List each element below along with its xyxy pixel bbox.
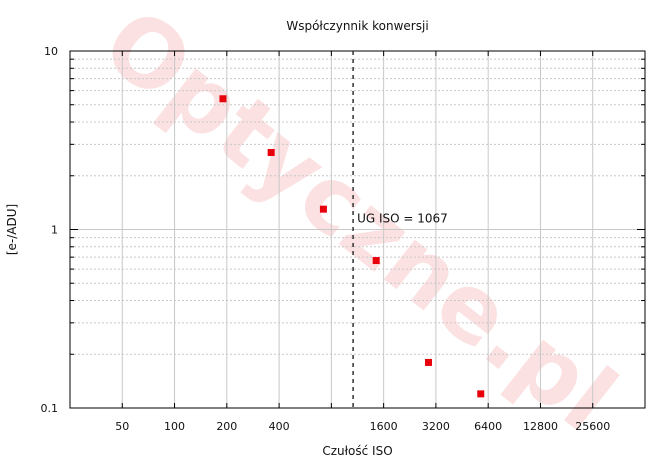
y-tick-label: 1	[51, 224, 58, 237]
data-point	[319, 205, 327, 213]
grid	[70, 51, 645, 408]
annotations: UG ISO = 1067	[352, 51, 448, 408]
data-point	[372, 257, 380, 265]
x-tick-label: 100	[164, 420, 185, 433]
x-tick-label: 25600	[575, 420, 610, 433]
data-point	[267, 149, 275, 157]
data-point	[477, 390, 485, 398]
data-point	[424, 358, 432, 366]
x-tick-label: 6400	[474, 420, 502, 433]
ug-iso-label: UG ISO = 1067	[357, 212, 448, 226]
data-points	[219, 95, 485, 398]
chart-title: Współczynnik konwersji	[286, 19, 428, 33]
x-tick-label: 200	[216, 420, 237, 433]
y-tick-label: 0.1	[41, 402, 59, 415]
x-axis-label: Czułość ISO	[322, 444, 392, 458]
x-tick-label: 12800	[523, 420, 558, 433]
x-tick-label: 50	[115, 420, 129, 433]
x-tick-label: 400	[269, 420, 290, 433]
x-tick-label: 1600	[370, 420, 398, 433]
x-tick-label: 3200	[422, 420, 450, 433]
y-tick-label: 10	[44, 45, 58, 58]
y-axis-label: [e-/ADU]	[5, 204, 19, 255]
data-point	[219, 95, 227, 103]
axis-ticks: 50 100 200 400 1600 3200 6400 12800 25600 10 1 0.1	[41, 45, 645, 433]
